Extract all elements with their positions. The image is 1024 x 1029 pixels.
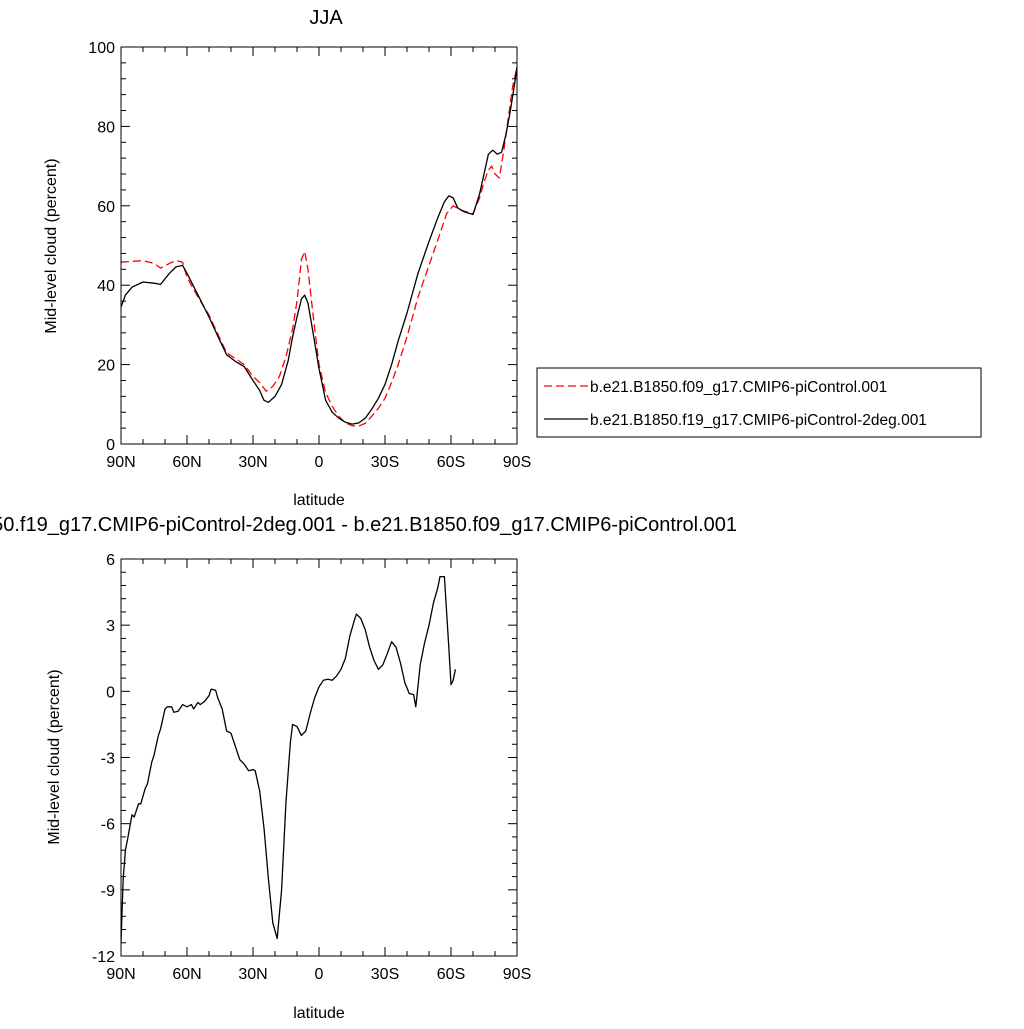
top-x-tick-label: 90N <box>106 454 135 471</box>
bottom-y-tick-label: -3 <box>101 751 115 768</box>
bottom-series-group <box>121 575 457 943</box>
top-x-tick-label: 90S <box>503 454 531 471</box>
top-x-tick-label: 60S <box>437 454 465 471</box>
top-chart: JJA 90N 60N 30N 0 30S 60S 90S 0 20 40 60 80 100 lati… <box>43 7 531 509</box>
top-y-tick-label: 80 <box>97 119 115 136</box>
top-series-line-1 <box>121 66 517 427</box>
top-tick-labels: 90N 60N 30N 0 30S 60S 90S 0 20 40 60 80 100 <box>88 40 531 471</box>
legend-box <box>536 367 982 438</box>
bottom-y-axis-label: Mid-level cloud (percent) <box>46 669 63 844</box>
bottom-series-line-1 <box>121 575 457 943</box>
bottom-y-tick-label: 3 <box>106 618 115 635</box>
top-chart-title: JJA <box>309 7 343 29</box>
top-x-tick-label: 30N <box>238 454 267 471</box>
bottom-y-tick-label: 0 <box>106 684 115 701</box>
legend-label-series-1: b.e21.B1850.f09_g17.CMIP6-piControl.001 <box>590 379 887 396</box>
bottom-x-tick-label: 30N <box>238 966 267 983</box>
top-x-axis-label: latitude <box>293 492 345 509</box>
bottom-y-tick-label: -9 <box>101 883 115 900</box>
top-y-tick-label: 60 <box>97 199 115 216</box>
legend: b.e21.B1850.f09_g17.CMIP6-piControl.001 … <box>536 367 982 438</box>
legend-label-series-2: b.e21.B1850.f19_g17.CMIP6-piControl-2deg… <box>590 412 927 429</box>
top-x-tick-label: 30S <box>371 454 399 471</box>
bottom-chart: b.e21.B1850.f19_g17.CMIP6-piControl-2deg… <box>0 514 737 1022</box>
bottom-tick-labels: 90N 60N 30N 0 30S 60S 90S -12 -9 -6 -3 0 3 6 <box>92 552 531 983</box>
top-series-group <box>121 66 517 427</box>
top-series-line-2 <box>121 66 517 425</box>
top-x-tick-label: 60N <box>172 454 201 471</box>
bottom-y-tick-label: -6 <box>101 817 115 834</box>
bottom-x-axis-label: latitude <box>293 1005 345 1022</box>
bottom-x-tick-label: 0 <box>315 966 324 983</box>
bottom-x-tick-label: 30S <box>371 966 399 983</box>
top-y-axis-label: Mid-level cloud (percent) <box>43 158 60 333</box>
bottom-x-tick-label: 90N <box>106 966 135 983</box>
bottom-plot-frame <box>120 558 518 957</box>
top-y-tick-label: 40 <box>97 278 115 295</box>
bottom-y-tick-label: 6 <box>106 552 115 569</box>
bottom-y-tick-label: -12 <box>92 949 115 966</box>
bottom-ticks <box>120 558 518 957</box>
top-y-tick-label: 20 <box>97 358 115 375</box>
top-ticks <box>120 46 518 445</box>
bottom-chart-title: b.e21.B1850.f19_g17.CMIP6-piControl-2deg… <box>0 514 737 536</box>
top-plot-frame <box>120 46 518 445</box>
bottom-x-tick-label: 60N <box>172 966 201 983</box>
bottom-x-tick-label: 90S <box>503 966 531 983</box>
top-y-tick-label: 0 <box>106 437 115 454</box>
bottom-x-tick-label: 60S <box>437 966 465 983</box>
top-x-tick-label: 0 <box>315 454 324 471</box>
top-y-tick-label: 100 <box>88 40 115 57</box>
